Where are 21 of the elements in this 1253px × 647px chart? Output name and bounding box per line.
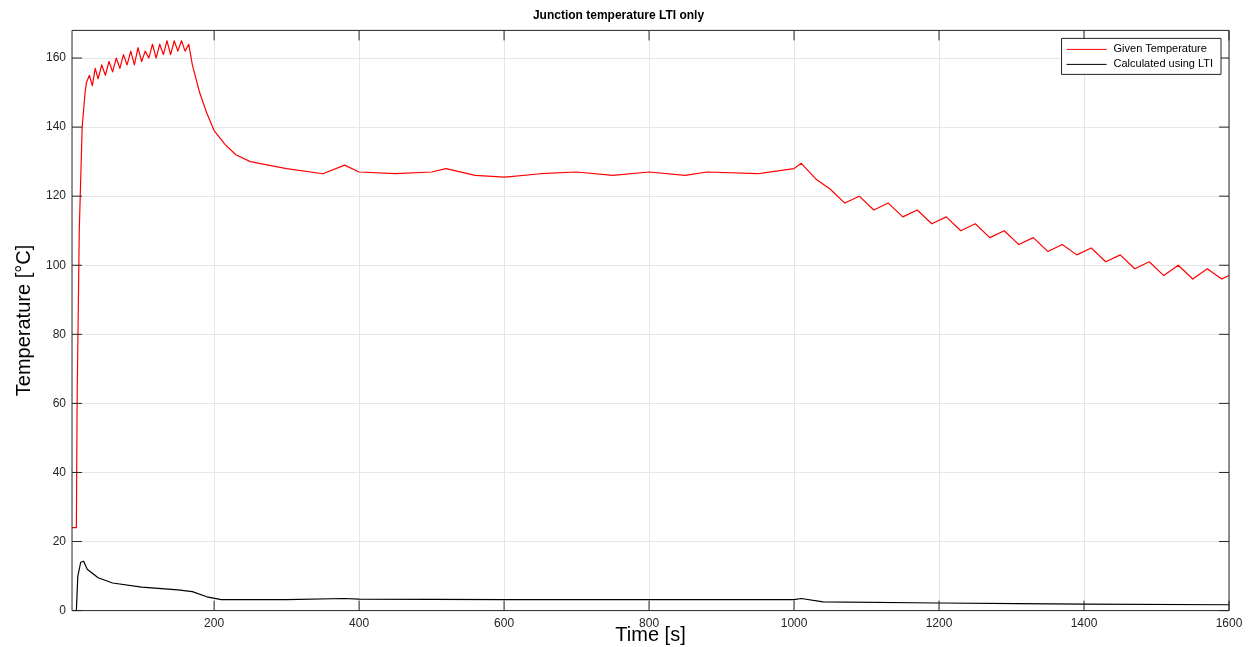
y-tick-label: 60 — [52, 395, 67, 410]
y-tick-label: 140 — [45, 119, 67, 134]
x-tick-label: 1600 — [1215, 616, 1243, 631]
y-tick-label: 100 — [45, 257, 67, 272]
x-tick-label: 200 — [204, 616, 225, 631]
y-tick-label: 40 — [52, 464, 67, 479]
x-tick-label: 400 — [349, 616, 370, 631]
legend-label: Given Temperature — [1113, 42, 1207, 55]
x-tick-label: 1400 — [1070, 616, 1098, 631]
y-tick-label: 0 — [59, 602, 67, 617]
x-tick-label: 1200 — [925, 616, 953, 631]
y-tick-label: 160 — [45, 50, 67, 65]
y-tick-label: 120 — [45, 188, 67, 203]
y-tick-label: 20 — [52, 533, 67, 548]
x-tick-label: 1000 — [780, 616, 808, 631]
chart-title: Junction temperature LTI only — [532, 7, 705, 22]
x-tick-label: 600 — [494, 616, 515, 631]
y-axis-title: Temperature [°C] — [11, 244, 34, 397]
x-tick-label: 800 — [639, 616, 660, 631]
legend-label: Calculated using LTI — [1113, 57, 1214, 70]
y-tick-label: 80 — [52, 326, 67, 341]
